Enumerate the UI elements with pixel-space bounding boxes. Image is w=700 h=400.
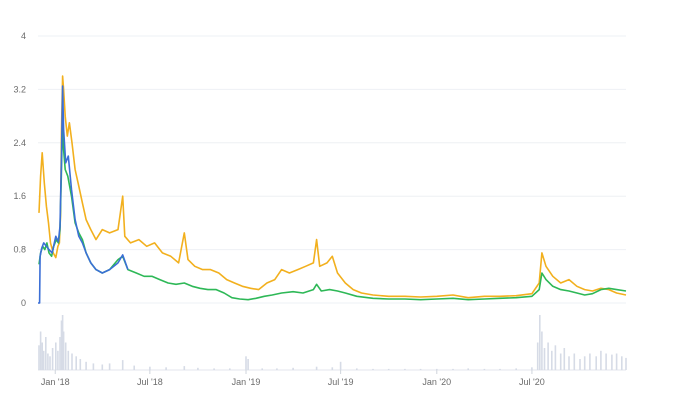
x-tick-label: Jul '19 xyxy=(328,377,354,387)
volume-bar xyxy=(121,360,124,370)
volume-bar xyxy=(515,368,517,370)
volume-bar xyxy=(452,368,454,370)
volume-bar xyxy=(38,345,40,371)
volume-bar xyxy=(536,342,539,370)
volume-bar xyxy=(404,368,406,370)
volume-bar xyxy=(59,337,61,370)
volume-bar xyxy=(499,368,501,370)
y-tick-label: 4 xyxy=(21,31,26,41)
volume-bar xyxy=(573,353,576,370)
volume-bar xyxy=(372,368,374,370)
volume-bar xyxy=(75,356,77,371)
volume-bar xyxy=(71,353,73,370)
volume-bar xyxy=(387,368,390,370)
volume-bar xyxy=(583,356,586,371)
y-tick-label: 3.2 xyxy=(13,84,26,94)
volume-bar xyxy=(539,315,541,370)
volume-bar xyxy=(165,367,167,371)
volume-bar xyxy=(600,350,602,371)
x-tick-label: Jul '18 xyxy=(137,377,163,387)
volume-bar xyxy=(292,367,294,370)
volume-bar xyxy=(247,359,249,370)
volume-bar xyxy=(331,367,334,371)
volume-bar xyxy=(245,356,247,371)
volume-bar xyxy=(467,368,469,370)
volume-bar xyxy=(605,353,607,370)
volume-bar xyxy=(101,364,104,370)
series-line-2 xyxy=(38,85,129,304)
volume-bar xyxy=(579,359,581,370)
volume-bar xyxy=(51,348,54,370)
volume-bar xyxy=(61,315,64,370)
volume-bar xyxy=(261,368,263,370)
volume-bar xyxy=(41,342,43,370)
x-tick-label: Jul '20 xyxy=(519,377,545,387)
volume-bar xyxy=(47,353,49,370)
volume-bar xyxy=(621,356,623,371)
volume-bar xyxy=(625,357,627,370)
volume-bar xyxy=(595,356,597,371)
volume-bar xyxy=(55,342,57,370)
volume-bar xyxy=(531,367,533,371)
volume-bar xyxy=(57,350,59,371)
volume-bar xyxy=(60,320,63,370)
x-tick-label: Jan '18 xyxy=(41,377,70,387)
volume-bar xyxy=(315,366,318,370)
volume-bar xyxy=(551,350,553,371)
volume-bar xyxy=(79,359,82,370)
volume-bar xyxy=(543,348,546,370)
y-tick-label: 0 xyxy=(21,298,26,308)
volume-bar xyxy=(108,363,111,370)
y-tick-label: 1.6 xyxy=(13,191,26,201)
volume-bar xyxy=(541,331,543,370)
y-axis: 0 0.8 1.6 2.4 3.2 4 xyxy=(13,31,26,308)
grid-layer xyxy=(38,35,626,304)
volume-bar xyxy=(197,367,199,370)
volume-bar xyxy=(436,368,438,370)
volume-bar xyxy=(611,354,613,370)
volume-bar xyxy=(419,368,422,370)
volume-bar xyxy=(483,368,486,370)
volume-bar xyxy=(67,350,70,371)
volume-bar xyxy=(49,356,51,371)
volume-bar xyxy=(149,366,151,370)
volume-bar xyxy=(563,348,566,370)
volume-bar xyxy=(356,368,358,370)
volume-bar xyxy=(589,353,591,370)
series-layer xyxy=(38,75,627,304)
volume-bar xyxy=(568,356,570,371)
x-tick-label: Jan '19 xyxy=(232,377,261,387)
volume-layer xyxy=(38,315,627,371)
volume-bar xyxy=(229,368,231,370)
series-line-0 xyxy=(38,75,627,299)
volume-bar xyxy=(45,337,47,370)
x-tick-label: Jan '20 xyxy=(422,377,451,387)
volume-bar xyxy=(554,345,557,371)
x-axis: Jan '18 Jul '18 Jan '19 Jul '19 Jan '20 Jul '… xyxy=(41,370,545,387)
volume-bar xyxy=(85,361,87,371)
volume-bar xyxy=(339,361,342,371)
volume-bar xyxy=(62,331,65,370)
y-tick-label: 0.8 xyxy=(13,245,26,255)
volume-bar xyxy=(213,368,215,370)
volume-bar xyxy=(92,363,95,370)
volume-bar xyxy=(42,350,45,371)
y-tick-label: 2.4 xyxy=(13,138,26,148)
volume-bar xyxy=(133,365,135,370)
volume-bar xyxy=(276,368,278,370)
volume-bar xyxy=(615,353,618,370)
volume-bar xyxy=(547,342,549,370)
volume-bar xyxy=(39,331,42,370)
volume-bar xyxy=(559,353,562,370)
volume-bar xyxy=(64,342,67,370)
series-line-1 xyxy=(38,115,627,301)
volume-bar xyxy=(183,366,186,370)
